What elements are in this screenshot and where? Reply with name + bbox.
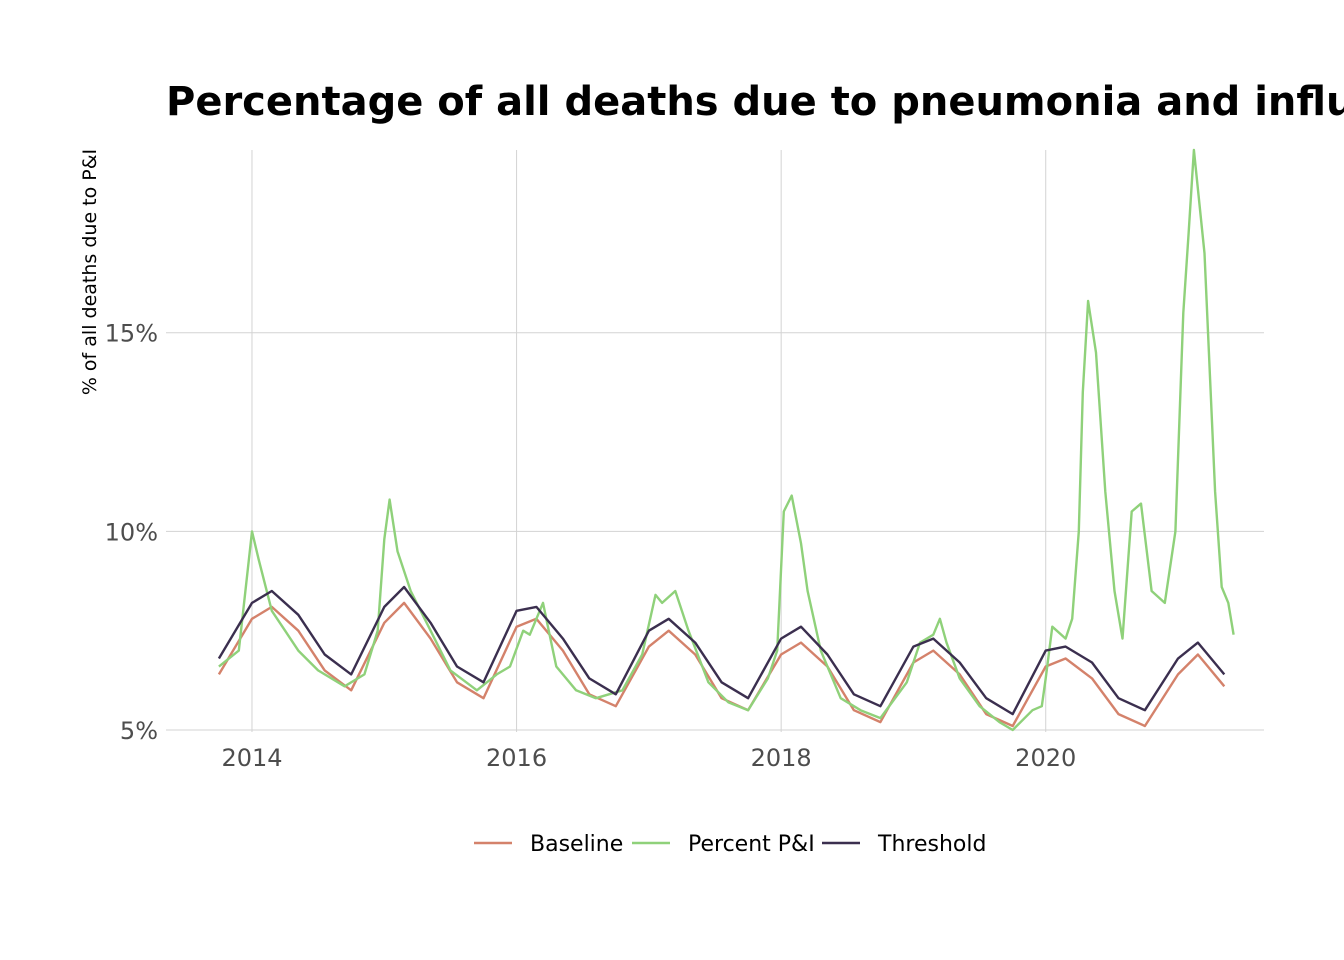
- x-tick-label: 2018: [751, 744, 812, 772]
- x-tick-label: 2020: [1015, 744, 1076, 772]
- x-axis-ticks: 2014 2016 2018 2020: [221, 744, 1076, 772]
- chart-title: Percentage of all deaths due to pneumoni…: [166, 79, 1344, 125]
- y-tick-label: 5%: [120, 717, 158, 745]
- x-tick-label: 2014: [221, 744, 282, 772]
- y-tick-label: 10%: [105, 518, 158, 546]
- series-lines: [217, 148, 1235, 732]
- legend: Baseline Percent P&I Threshold: [474, 832, 986, 857]
- series-line-threshold: [217, 585, 1226, 716]
- legend-label: Baseline: [530, 832, 623, 857]
- x-tick-label: 2016: [486, 744, 547, 772]
- legend-label: Percent P&I: [688, 832, 815, 857]
- series-line-percent-p-i: [218, 148, 1235, 732]
- y-axis-ticks: 5% 10% 15%: [105, 320, 158, 745]
- y-tick-label: 15%: [105, 320, 158, 348]
- series-line-baseline: [217, 601, 1226, 728]
- gridlines: [166, 150, 1264, 732]
- y-axis-label: % of all deaths due to P&I: [79, 149, 101, 395]
- legend-label: Threshold: [877, 832, 986, 857]
